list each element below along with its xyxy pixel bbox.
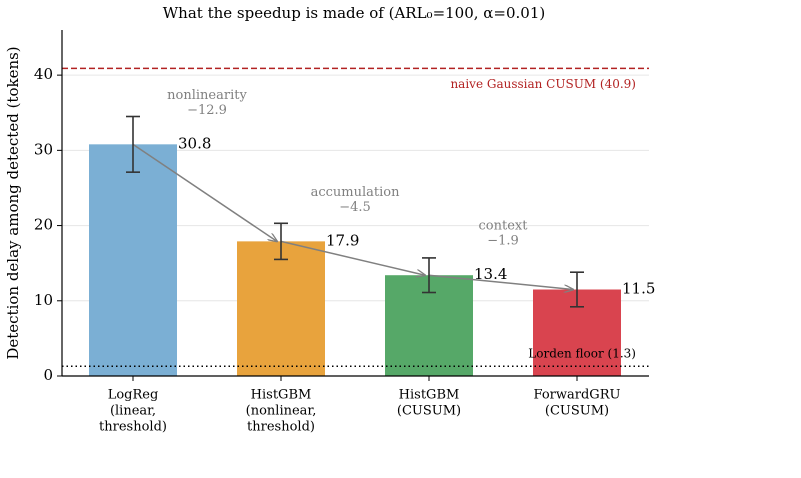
x-tick-label: (linear,	[110, 404, 156, 419]
step-arrow	[280, 240, 425, 275]
x-tick-label: LogReg	[108, 388, 159, 403]
x-tick-label: HistGBM	[399, 388, 460, 403]
x-tick-label: (CUSUM)	[545, 404, 609, 419]
x-tick-label: HistGBM	[251, 388, 312, 403]
step-label: −12.9	[187, 103, 227, 118]
step-label: −1.9	[487, 234, 519, 249]
value-label: 13.4	[474, 265, 507, 283]
y-tick-label: 40	[34, 65, 53, 83]
step-arrow	[132, 143, 277, 241]
y-tick-label: 30	[34, 140, 53, 158]
x-tick-label: threshold)	[99, 420, 167, 435]
x-tick-label: threshold)	[247, 420, 315, 435]
step-name: nonlinearity	[167, 88, 247, 103]
x-tick-label: (CUSUM)	[397, 404, 461, 419]
value-label: 30.8	[178, 134, 211, 152]
chart-title: What the speedup is made of (ARL₀=100, α…	[163, 4, 546, 22]
bar	[237, 241, 325, 376]
value-label: 17.9	[326, 231, 359, 249]
step-label: −4.5	[339, 200, 371, 215]
reference-label: Lorden floor (1.3)	[528, 347, 636, 361]
y-tick-label: 20	[34, 216, 53, 234]
y-tick-label: 0	[43, 366, 53, 384]
step-name: context	[479, 219, 529, 234]
x-tick-label: (nonlinear,	[246, 404, 317, 419]
step-name: accumulation	[311, 185, 401, 200]
value-label: 11.5	[622, 280, 655, 298]
bar	[89, 144, 177, 376]
x-tick-label: ForwardGRU	[534, 388, 621, 403]
reference-label: naive Gaussian CUSUM (40.9)	[450, 77, 636, 91]
y-axis-label: Detection delay among detected (tokens)	[4, 46, 22, 359]
y-tick-label: 10	[34, 291, 53, 309]
step-arrow	[428, 274, 573, 289]
